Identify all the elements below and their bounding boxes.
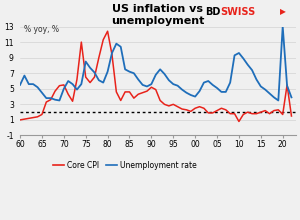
Text: % yoy, %: % yoy, % — [24, 25, 59, 34]
Text: ▶: ▶ — [280, 7, 286, 16]
Text: BD: BD — [206, 7, 221, 16]
Legend: Core CPI, Unemployment rate: Core CPI, Unemployment rate — [50, 158, 200, 173]
Text: SWISS: SWISS — [220, 7, 256, 16]
Title: US inflation vs
unemployment: US inflation vs unemployment — [111, 4, 205, 26]
